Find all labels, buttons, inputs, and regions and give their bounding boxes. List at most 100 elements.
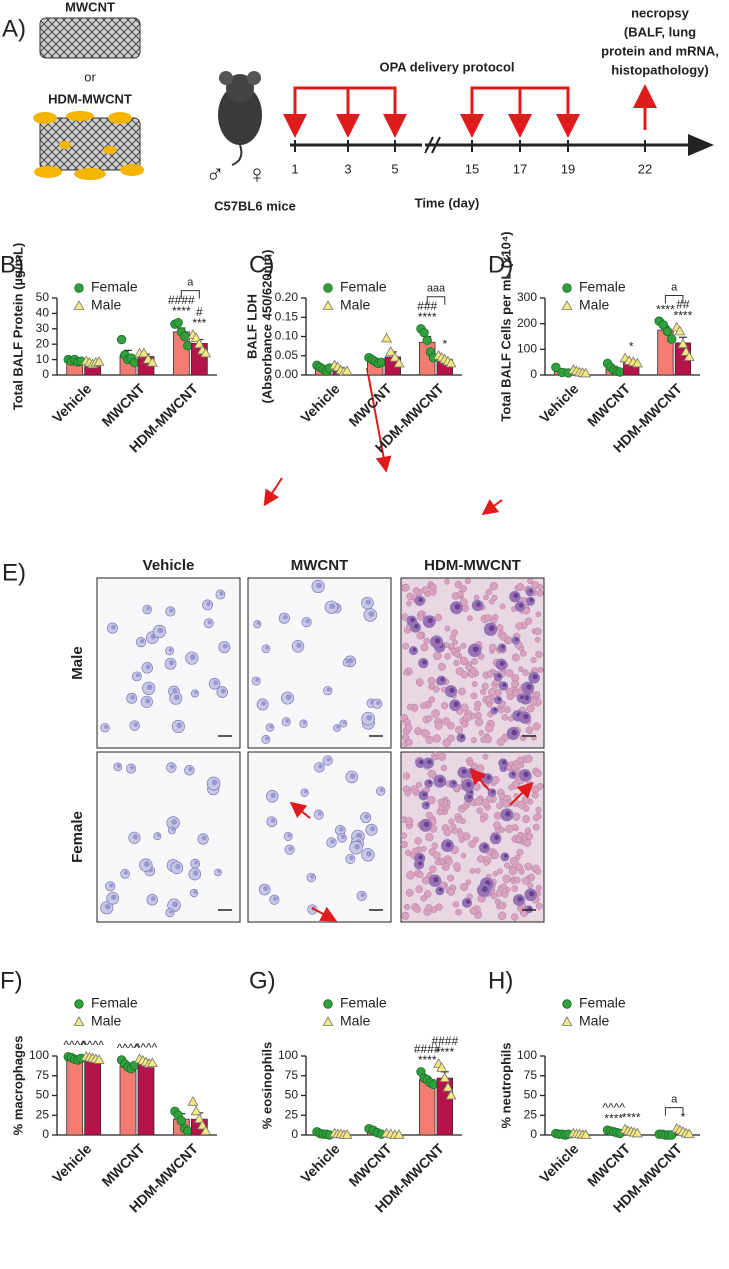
data-point <box>436 1062 448 1072</box>
protocol-label: OPA delivery protocol <box>379 59 514 74</box>
y-tick-label: 75 <box>285 1068 299 1082</box>
rbc <box>516 848 524 856</box>
nucleus <box>445 841 452 848</box>
rbc <box>425 833 434 842</box>
data-point <box>439 1072 451 1083</box>
data-point <box>187 1096 199 1106</box>
legend-marker <box>73 300 85 310</box>
x-tick-label: MWCNT <box>98 380 148 430</box>
rbc <box>423 890 432 898</box>
day-label: 15 <box>465 161 479 176</box>
rbc <box>524 754 533 763</box>
rbc <box>406 703 414 711</box>
rbc <box>482 753 489 760</box>
significance-label: **** <box>656 302 675 316</box>
sex-symbol: ♀ <box>247 159 267 189</box>
particle-label: HDM-MWCNT <box>48 91 132 106</box>
rbc <box>483 860 490 866</box>
rbc <box>490 892 498 900</box>
micrograph <box>247 751 392 923</box>
rbc <box>414 837 422 845</box>
nucleus <box>326 757 331 762</box>
nucleus <box>460 734 465 739</box>
significance-label: * <box>442 337 447 351</box>
legend-label: Male <box>579 1013 610 1029</box>
hdm-coating <box>33 111 144 180</box>
data-point <box>93 356 105 366</box>
nucleus <box>211 779 218 786</box>
column-title: Vehicle <box>143 557 195 574</box>
rbc <box>481 682 489 690</box>
rbc <box>535 868 542 875</box>
nanotube <box>39 17 141 59</box>
rbc <box>473 594 480 601</box>
y-tick-label: 50 <box>524 1088 538 1102</box>
rbc <box>400 841 408 849</box>
legend-marker <box>562 283 572 293</box>
nucleus <box>146 606 151 611</box>
rbc <box>524 862 533 871</box>
nucleus <box>201 835 207 841</box>
day-label: 5 <box>391 161 398 176</box>
y-tick-label: 40 <box>36 306 50 320</box>
rbc <box>459 598 468 607</box>
y-tick-label: 50 <box>36 290 50 304</box>
y-tick-label: 50 <box>36 1088 50 1102</box>
rbc <box>470 737 477 744</box>
day-label: 3 <box>344 161 351 176</box>
nucleus <box>417 861 423 866</box>
rbc <box>457 590 464 598</box>
rbc <box>521 795 530 804</box>
rbc <box>453 659 460 667</box>
rbc <box>438 752 447 761</box>
y-tick-label: 0 <box>530 367 537 381</box>
nucleus <box>452 781 456 785</box>
rbc <box>459 656 469 666</box>
rbc <box>426 715 433 722</box>
nucleus <box>440 677 445 682</box>
nucleus <box>368 611 375 617</box>
nucleus <box>529 589 533 593</box>
nucleus <box>481 886 488 893</box>
data-point <box>442 1081 454 1092</box>
y-axis-label: Total BALF Protein (µg/mL) <box>10 243 25 411</box>
nucleus <box>110 894 117 900</box>
mice-label: C57BL6 mice <box>214 198 296 213</box>
data-point <box>116 334 127 345</box>
nucleus <box>168 648 173 652</box>
rbc <box>421 876 430 885</box>
nucleus <box>326 687 331 692</box>
rbc <box>469 906 478 915</box>
nucleus <box>157 627 164 634</box>
data-point <box>129 357 140 368</box>
rbc <box>432 734 441 743</box>
data-point <box>615 367 625 377</box>
nucleus <box>188 767 193 772</box>
rbc <box>440 764 448 772</box>
nucleus <box>365 599 372 605</box>
nucleus <box>305 619 310 624</box>
rbc <box>437 662 446 671</box>
x-tick-label: MWCNT <box>98 1140 148 1190</box>
rbc <box>527 882 534 889</box>
rbc <box>491 776 500 784</box>
rbc <box>502 874 511 884</box>
nucleus <box>222 643 228 649</box>
rbc <box>511 764 518 771</box>
red-arrow <box>509 781 534 806</box>
y-axis-label: (Absorbance 450/620nm) <box>259 250 274 404</box>
rbc <box>465 879 472 885</box>
rbc <box>415 781 423 788</box>
rbc <box>472 836 479 843</box>
nucleus <box>511 772 516 776</box>
rbc <box>511 653 520 662</box>
nucleus <box>171 827 175 832</box>
nucleus <box>517 896 523 902</box>
rbc <box>524 617 533 625</box>
nucleus <box>526 684 532 690</box>
micrograph <box>247 367 392 749</box>
rbc <box>464 578 471 585</box>
nucleus <box>135 673 140 678</box>
panel-a: A) MWCNT or HDM-MWCNT ♂ ♀ C57BL6 mice OP… <box>2 0 719 213</box>
bar <box>119 1065 137 1136</box>
